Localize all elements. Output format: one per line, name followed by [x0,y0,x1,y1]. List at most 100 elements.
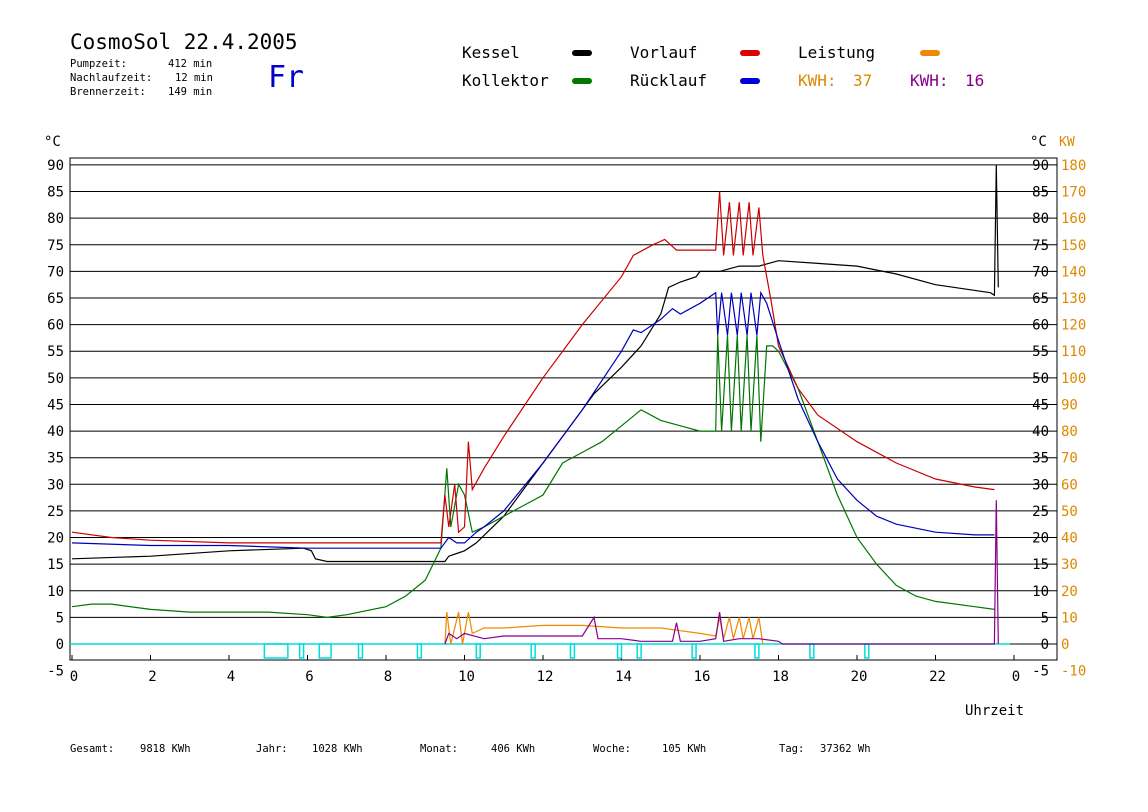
y-tick-label-kw: 10 [1061,610,1078,626]
y-axis-unit-right-kw: KW [1059,135,1075,150]
brennerzeit-label: Brennerzeit: [70,86,146,98]
legend-vorlauf-swatch [740,50,760,56]
y-tick-label-kw: 90 [1061,397,1078,413]
x-tick-label: 4 [227,669,235,685]
y-tick-label-kw: 50 [1061,504,1078,520]
y-tick-label-left: 80 [47,211,64,227]
y-tick-label-right-c: 55 [1032,344,1049,360]
series-line-vorlauf [71,191,995,544]
legend-ruecklauf: Rücklauf [630,71,708,90]
y-tick-label-right-c: 70 [1032,264,1049,280]
y-tick-label-right-c: 50 [1032,371,1049,387]
y-tick-label-right-c: 25 [1032,504,1049,520]
x-tick-label: 22 [929,669,946,685]
y-tick-label-right-c: 20 [1032,531,1049,547]
pump-on-marker [298,643,305,659]
footer-jahr-label: Jahr: [256,743,288,755]
y-tick-label-kw: 60 [1061,477,1078,493]
x-tick-label: 14 [615,669,632,685]
footer-monat-value: 406 KWh [491,743,536,755]
footer-gesamt-value: 9818 KWh [140,743,191,755]
y-tick-label-kw: 120 [1061,318,1086,334]
footer-tag-label: Tag: [779,743,805,755]
brennerzeit-value: 149 min [168,86,213,98]
pump-on-marker [530,643,536,659]
plot-frame [69,157,1058,661]
pump-on-marker [357,643,364,659]
legend-kessel-swatch [572,50,592,56]
pump-on-marker [318,643,332,659]
y-tick-label-left: -5 [47,664,64,680]
nachlaufzeit-value: 12 min [175,72,213,84]
footer-monat-label: Monat: [420,743,458,755]
y-tick-label-left: 70 [47,264,64,280]
y-tick-label-left: 75 [47,238,64,254]
series-line-r-cklauf [71,290,995,549]
y-tick-label-right-c: 65 [1032,291,1049,307]
legend-kollektor: Kollektor [462,71,549,90]
series-line-kessel [71,164,999,563]
y-tick-label-left: 85 [47,185,64,201]
y-tick-label-kw: 150 [1061,238,1086,254]
y-tick-label-right-c: 45 [1032,397,1049,413]
y-tick-label-left: 65 [47,291,64,307]
pump-on-marker [616,643,623,659]
legend-kwh2-label: KWH: [910,71,949,90]
x-tick-label: 12 [537,669,554,685]
y-tick-label-kw: 160 [1061,211,1086,227]
y-tick-label-right-c: 5 [1041,610,1049,626]
y-tick-label-kw: 70 [1061,451,1078,467]
x-tick-label: 20 [851,669,868,685]
pumpzeit-label: Pumpzeit: [70,58,127,70]
y-tick-label-left: 45 [47,397,64,413]
y-tick-label-kw: 170 [1061,185,1086,201]
x-tick-label: 10 [458,669,475,685]
y-axis-unit-right-c: °C [1030,134,1047,150]
pump-on-marker [416,643,423,659]
y-tick-label-kw: 0 [1061,637,1069,653]
x-tick-label: 18 [772,669,789,685]
legend-leistung: Leistung [798,43,876,62]
nachlaufzeit-label: Nachlaufzeit: [70,72,153,84]
y-tick-label-right-c: 10 [1032,584,1049,600]
pump-on-marker [691,643,697,659]
footer-gesamt-label: Gesamt: [70,743,115,755]
legend-kessel: Kessel [462,43,520,62]
pump-on-marker [569,643,576,659]
legend-kwh2-value: 16 [965,71,985,90]
y-tick-label-right-c: 90 [1032,158,1049,174]
legend-kwh1-value: 37 [853,71,873,90]
pump-on-marker [754,643,760,659]
footer-jahr-value: 1028 KWh [312,743,363,755]
y-tick-label-kw: 20 [1061,584,1078,600]
legend-ruecklauf-swatch [740,78,760,84]
y-tick-label-left: 0 [56,637,64,653]
footer-woche-label: Woche: [593,743,631,755]
y-tick-label-right-c: 15 [1032,557,1049,573]
pumpzeit-value: 412 min [168,58,213,70]
y-tick-label-right-c: 80 [1032,211,1049,227]
x-tick-label: 16 [694,669,711,685]
x-tick-label: 2 [148,669,156,685]
y-tick-label-right-c: -5 [1032,664,1049,680]
y-tick-label-left: 60 [47,318,64,334]
y-tick-label-left: 20 [47,531,64,547]
pump-on-marker [809,643,815,659]
y-tick-label-left: 50 [47,371,64,387]
y-tick-label-kw: 110 [1061,344,1086,360]
y-tick-label-left: 90 [47,158,64,174]
y-tick-label-left: 40 [47,424,64,440]
x-tick-label: 0 [70,669,78,685]
y-tick-label-left: 5 [56,610,64,626]
y-axis-unit-left: °C [44,134,61,150]
y-tick-label-kw: 180 [1061,158,1086,174]
pump-on-marker [636,643,642,659]
series-line-kwh-16 [444,500,999,645]
y-tick-label-right-c: 40 [1032,424,1049,440]
x-tick-label: 6 [305,669,313,685]
legend-kwh1-label: KWH: [798,71,837,90]
legend-leistung-swatch [920,50,940,56]
y-tick-label-right-c: 60 [1032,318,1049,334]
y-tick-label-left: 30 [47,477,64,493]
